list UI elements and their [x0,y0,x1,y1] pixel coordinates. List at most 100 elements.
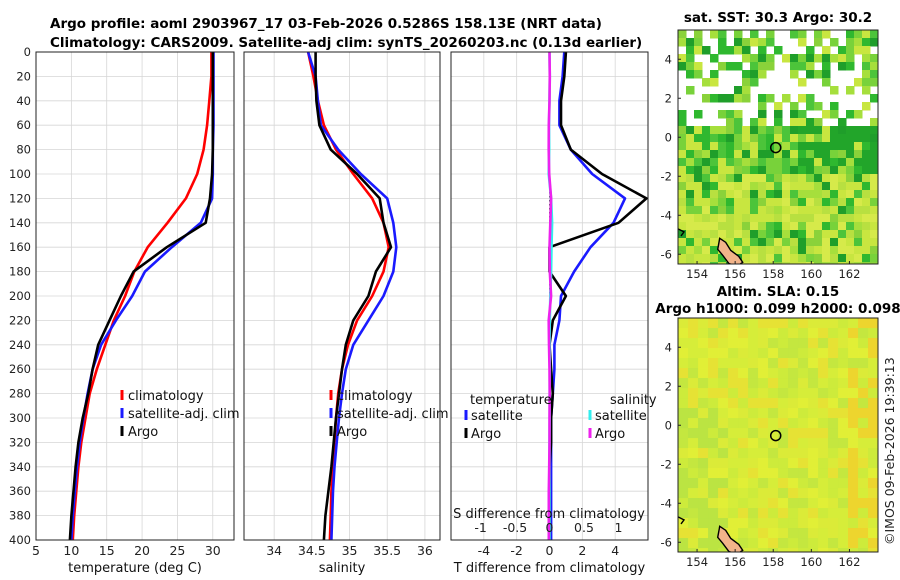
sst-cell [766,38,775,47]
sst-cell [830,230,839,239]
x2-tick-label: -0.5 [503,520,527,535]
sla-cell [828,478,839,489]
sla-cell [848,358,859,369]
sla-cell [768,398,779,409]
y-tick-label: 280 [9,387,31,401]
sst-cell [814,174,823,183]
sst-cell [766,126,775,135]
sst-cell [758,110,767,119]
sst-cell [726,206,735,215]
sst-cell [854,254,863,263]
sst-cell [814,238,823,247]
sst-cell [822,126,831,135]
sst-cell [766,190,775,199]
sst-cell [718,30,727,39]
sst-cell [726,46,735,55]
sst-cell [806,214,815,223]
sla-cell [858,528,869,539]
sst-cell [806,142,815,151]
sst-cell [806,182,815,191]
sst-cell [734,206,743,215]
sst-cell [702,230,711,239]
sla-cell [788,498,799,509]
sla-cell [708,368,719,379]
sla-cell [738,368,749,379]
legend-label: satellite [471,409,523,424]
sst-cell [862,238,871,247]
sst-cell [694,214,703,223]
sst-cell [870,254,878,263]
sla-cell [678,338,689,349]
sst-cell [870,262,878,264]
sst-cell [702,246,711,255]
sst-cell [742,38,751,47]
sla-cell [678,448,689,459]
sla-cell [688,478,699,489]
sst-cell [718,150,727,159]
sla-cell [708,458,719,469]
sst-cell [758,254,767,263]
sst-cell [830,110,839,119]
sst-cell [862,262,871,264]
sst-cell [798,182,807,191]
sst-cell [758,38,767,47]
sst-cell [742,142,751,151]
sla-cell [858,348,869,359]
sst-cell [718,230,727,239]
sst-cell [790,254,799,263]
sla-cell [738,438,749,449]
sst-cell [870,118,878,127]
sla-cell [828,548,839,552]
sla-cell [788,368,799,379]
sla-cell [828,488,839,499]
sst-cell [734,86,743,95]
sst-cell [750,246,759,255]
sla-cell [678,398,689,409]
sla-cell [698,508,709,519]
sst-cell [742,230,751,239]
sst-cell [750,158,759,167]
sla-cell [708,508,719,519]
sla-cell [698,538,709,549]
sst-cell [750,38,759,47]
sst-cell [726,190,735,199]
sst-cell [694,70,703,79]
sst-cell [686,158,695,167]
sla-cell [698,478,709,489]
y-tick-label: 60 [16,118,31,132]
sla-cell [728,388,739,399]
sst-cell [790,262,799,264]
y-tick-label: 160 [9,240,31,254]
sst-cell [822,150,831,159]
sla-cell [738,488,749,499]
sla-cell [798,538,809,549]
sla-cell [738,358,749,369]
sla-cell [848,488,859,499]
sla-cell [748,548,759,552]
sla-cell [828,328,839,339]
sst-cell [758,206,767,215]
sla-cell [678,458,689,469]
sst-cell [742,158,751,167]
sst-cell [710,238,719,247]
sla-cell [858,448,869,459]
sla-cell [738,518,749,529]
sst-cell [758,102,767,111]
sst-cell [694,206,703,215]
sla-cell [808,428,819,439]
y-tick-label: 80 [16,143,31,157]
sst-cell [710,78,719,87]
sla-cell [818,338,829,349]
sla-cell [778,338,789,349]
sst-cell [790,150,799,159]
sla-cell [818,418,829,429]
map-y-tick-label: 2 [665,379,672,393]
sla-cell [688,458,699,469]
sst-cell [694,158,703,167]
sla-cell [748,418,759,429]
sst-cell [838,238,847,247]
sst-cell [678,190,687,199]
sst-cell [854,222,863,231]
sst-cell [774,134,783,143]
sst-cell [678,118,687,127]
